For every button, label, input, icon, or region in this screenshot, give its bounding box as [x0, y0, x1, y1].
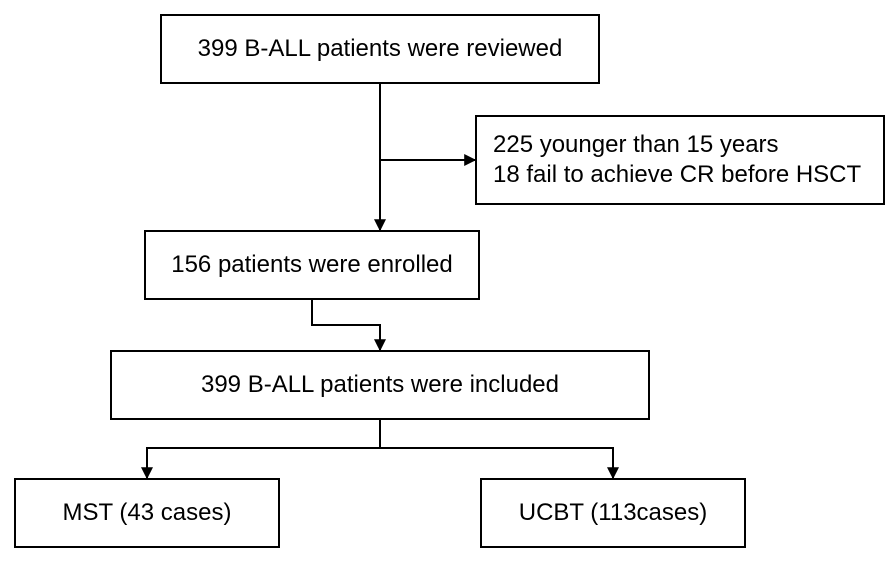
node-excluded: 225 younger than 15 years18 fail to achi…: [475, 115, 885, 205]
node-excluded-line: 18 fail to achieve CR before HSCT: [493, 160, 883, 190]
node-mst: MST (43 cases): [14, 478, 280, 548]
edge-included-ucbt: [380, 420, 613, 478]
edge-enrolled-included: [312, 300, 380, 350]
edge-included-mst: [147, 420, 380, 478]
node-mst-line: MST (43 cases): [63, 498, 232, 528]
node-enrolled-line: 156 patients were enrolled: [171, 250, 453, 280]
node-reviewed-line: 399 B-ALL patients were reviewed: [198, 34, 563, 64]
node-excluded-line: 225 younger than 15 years: [493, 130, 883, 160]
node-included: 399 B-ALL patients were included: [110, 350, 650, 420]
node-reviewed: 399 B-ALL patients were reviewed: [160, 14, 600, 84]
node-ucbt: UCBT (113cases): [480, 478, 746, 548]
flowchart-canvas: 399 B-ALL patients were reviewed 225 youn…: [0, 0, 896, 564]
node-included-line: 399 B-ALL patients were included: [201, 370, 559, 400]
node-enrolled: 156 patients were enrolled: [144, 230, 480, 300]
node-ucbt-line: UCBT (113cases): [519, 498, 708, 528]
